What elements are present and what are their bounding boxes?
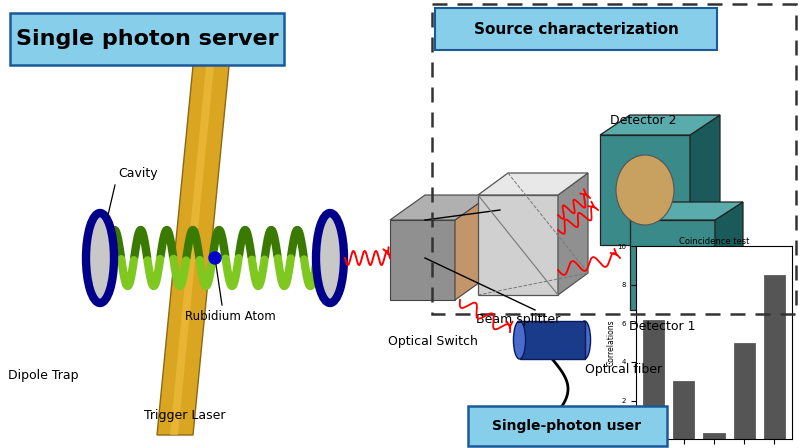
Text: Single photon server: Single photon server [16,29,278,49]
Circle shape [209,252,221,264]
Polygon shape [558,173,588,295]
Polygon shape [170,25,218,435]
Polygon shape [600,135,690,245]
Polygon shape [630,220,715,310]
Polygon shape [690,115,720,245]
Polygon shape [478,173,588,195]
Text: Detector 1: Detector 1 [630,320,696,333]
Ellipse shape [86,213,114,303]
Text: Source characterization: Source characterization [474,22,678,36]
Polygon shape [390,195,490,220]
Polygon shape [630,202,743,220]
FancyBboxPatch shape [435,8,717,50]
Polygon shape [455,195,490,300]
Text: Optical fiber: Optical fiber [585,363,662,376]
Ellipse shape [316,213,344,303]
Polygon shape [478,195,558,295]
Text: Cavity: Cavity [118,167,158,180]
Text: Trigger Laser: Trigger Laser [144,409,226,422]
FancyBboxPatch shape [10,13,284,65]
Text: Single-photon user: Single-photon user [493,419,642,433]
Ellipse shape [616,155,674,225]
Polygon shape [519,321,585,359]
Polygon shape [715,202,743,310]
Polygon shape [600,115,720,135]
Polygon shape [157,25,233,435]
FancyBboxPatch shape [468,406,667,446]
Text: Dipole Trap: Dipole Trap [8,369,78,382]
Text: Optical Switch: Optical Switch [387,335,478,348]
Text: Beam splitter: Beam splitter [476,313,560,326]
Ellipse shape [578,321,590,359]
Ellipse shape [514,321,526,359]
Polygon shape [390,220,455,300]
Text: Detector 2: Detector 2 [610,114,677,127]
Text: Rubidium Atom: Rubidium Atom [185,310,275,323]
